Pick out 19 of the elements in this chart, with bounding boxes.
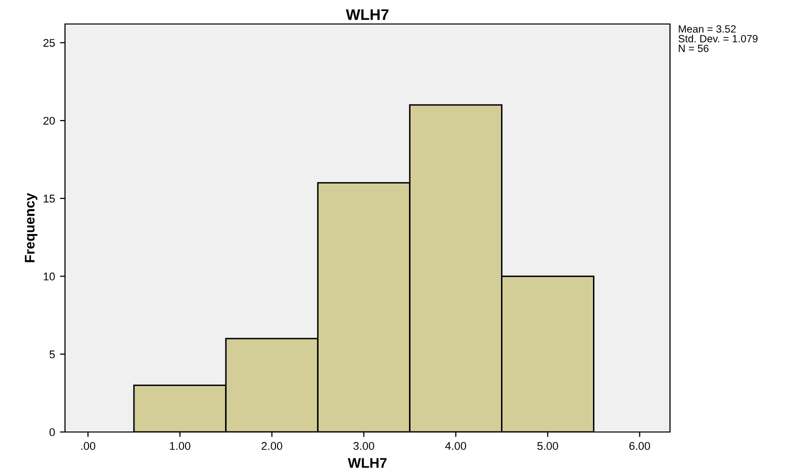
y-tick-label: 20 — [43, 116, 55, 125]
y-axis-title: Frequency — [24, 192, 38, 262]
x-tick-label: 4.00 — [445, 442, 466, 450]
x-tick-label: 5.00 — [537, 442, 558, 450]
y-tick-label: 25 — [43, 38, 55, 47]
x-tick-label: 1.00 — [170, 442, 190, 450]
x-tick-label: 2.00 — [262, 442, 282, 450]
y-tick-label: 15 — [44, 194, 55, 203]
x-axis-title: WLH7 — [348, 458, 387, 468]
y-tick-label: 10 — [44, 272, 55, 280]
text: N = 56 — [678, 44, 709, 52]
x-tick-label: .00 — [81, 442, 96, 450]
text: Mean = 3.52 — [678, 25, 736, 33]
y-tick-label: 0 — [50, 428, 55, 436]
x-tick-label: 3.00 — [353, 442, 374, 450]
x-tick-label: 6.00 — [629, 442, 650, 450]
chart-title: WLH7 — [346, 9, 388, 20]
y-tick-label: 5 — [50, 350, 55, 358]
text: Std. Dev. = 1.079 — [678, 34, 758, 42]
